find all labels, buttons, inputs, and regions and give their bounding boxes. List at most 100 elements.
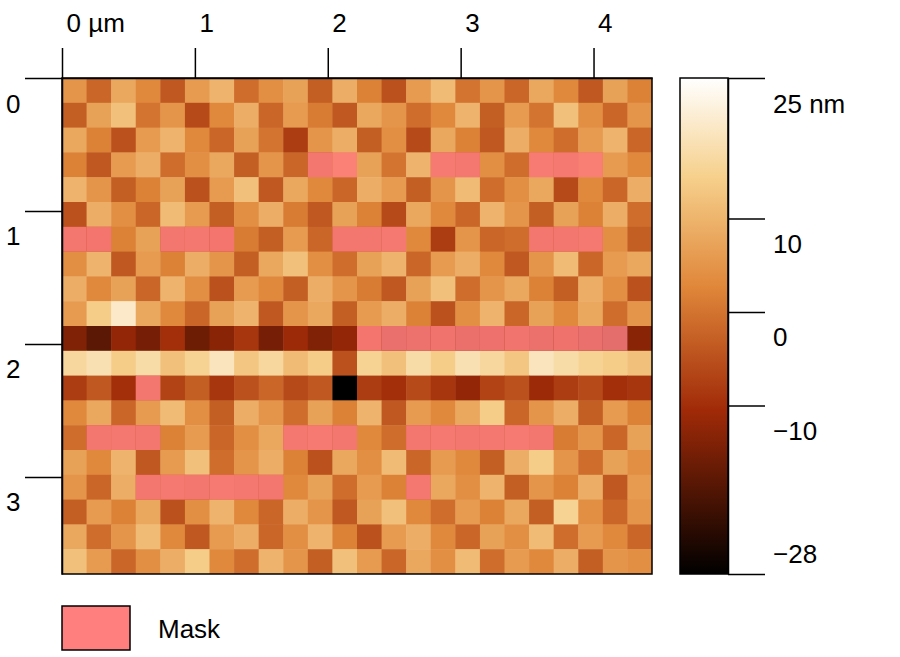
- cell: [308, 425, 333, 450]
- cell: [431, 400, 456, 425]
- y-tick: 1: [6, 211, 62, 251]
- color-bar-tick: 25 nm: [728, 79, 845, 119]
- cell: [455, 78, 480, 103]
- cell: [234, 252, 259, 277]
- cell: [185, 376, 210, 401]
- cell: [283, 376, 308, 401]
- cell: [283, 177, 308, 202]
- cell: [431, 376, 456, 401]
- cell: [332, 103, 357, 128]
- cell: [234, 103, 259, 128]
- cell: [160, 400, 185, 425]
- mask-cell: [210, 475, 235, 500]
- cell: [406, 252, 431, 277]
- mask-cell: [234, 475, 259, 500]
- cell: [431, 549, 456, 574]
- cell: [308, 276, 333, 301]
- cell: [283, 78, 308, 103]
- color-bar-tick-label: 10: [773, 229, 802, 259]
- cell: [234, 549, 259, 574]
- cell: [627, 301, 652, 326]
- cell: [578, 351, 603, 376]
- cell: [308, 301, 333, 326]
- cell: [505, 276, 530, 301]
- cell: [234, 351, 259, 376]
- cell: [529, 202, 554, 227]
- mask-cell: [431, 425, 456, 450]
- cell: [529, 351, 554, 376]
- mask-cell: [111, 425, 136, 450]
- x-tick-label: 0 µm: [67, 8, 125, 38]
- cell: [185, 202, 210, 227]
- y-axis-line: [62, 79, 64, 575]
- cell: [406, 326, 431, 351]
- cell: [234, 524, 259, 549]
- cell: [431, 128, 456, 153]
- cell: [111, 177, 136, 202]
- cell: [578, 252, 603, 277]
- cell: [382, 351, 407, 376]
- x-tick-mark: [328, 48, 330, 78]
- cell: [210, 152, 235, 177]
- cell: [283, 227, 308, 252]
- cell: [406, 524, 431, 549]
- mask-cell: [578, 326, 603, 351]
- cell: [210, 524, 235, 549]
- cell: [554, 276, 579, 301]
- cell: [136, 252, 161, 277]
- y-tick-label: 3: [6, 487, 20, 517]
- cell: [455, 152, 480, 177]
- cell: [431, 177, 456, 202]
- cell: [357, 128, 382, 153]
- mask-cell: [529, 326, 554, 351]
- cell: [210, 202, 235, 227]
- cell: [332, 128, 357, 153]
- cell: [406, 500, 431, 525]
- cell: [62, 78, 87, 103]
- cell: [62, 152, 87, 177]
- cell: [357, 500, 382, 525]
- mask-cell: [455, 152, 480, 177]
- cell: [308, 227, 333, 252]
- cell: [603, 301, 628, 326]
- cell: [111, 450, 136, 475]
- cell: [259, 128, 284, 153]
- cell: [210, 425, 235, 450]
- cell: [455, 103, 480, 128]
- cell: [578, 177, 603, 202]
- cell: [627, 549, 652, 574]
- x-tick-label: 3: [465, 8, 479, 38]
- cell: [62, 475, 87, 500]
- color-bar-axis: 25 nm100−10−28: [728, 79, 845, 575]
- cell: [406, 400, 431, 425]
- cell: [87, 376, 112, 401]
- cell: [357, 227, 382, 252]
- cell: [332, 400, 357, 425]
- cell: [160, 425, 185, 450]
- cell: [87, 475, 112, 500]
- cell: [603, 549, 628, 574]
- cell: [308, 351, 333, 376]
- x-tick: 4: [594, 8, 612, 78]
- cell: [62, 400, 87, 425]
- cell: [357, 276, 382, 301]
- cell: [406, 227, 431, 252]
- mask-cell: [554, 326, 579, 351]
- cell: [382, 475, 407, 500]
- mask-cell: [87, 425, 112, 450]
- cell: [62, 202, 87, 227]
- cell: [505, 549, 530, 574]
- cell: [87, 227, 112, 252]
- mask-cell: [308, 152, 333, 177]
- cell: [259, 475, 284, 500]
- y-tick-mark: [25, 477, 62, 479]
- cell: [87, 252, 112, 277]
- cell: [578, 425, 603, 450]
- cell: [455, 128, 480, 153]
- cell: [259, 549, 284, 574]
- cell: [259, 103, 284, 128]
- y-tick-mark: [25, 78, 62, 80]
- cell: [382, 227, 407, 252]
- x-tick-label: 4: [598, 8, 612, 38]
- mask: [62, 152, 627, 499]
